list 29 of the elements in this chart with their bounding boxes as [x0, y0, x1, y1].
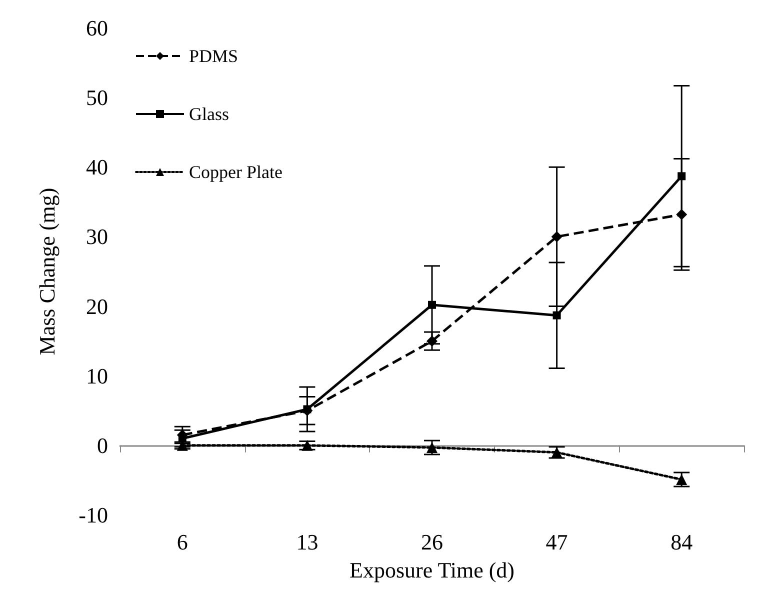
point [426, 442, 438, 454]
point [426, 336, 438, 347]
x-axis-title: Exposure Time (d) [350, 558, 514, 582]
y-tick-label: 20 [86, 294, 108, 319]
point [551, 231, 562, 242]
point [676, 208, 688, 220]
point [551, 446, 562, 458]
y-axis-title: Mass Change (mg) [34, 188, 60, 356]
y-tick-label: 40 [86, 154, 108, 180]
legend-label: Glass [189, 104, 229, 124]
x-tick-label: 6 [176, 530, 188, 554]
x-tick-label: 84 [670, 530, 693, 554]
point [302, 440, 313, 451]
y-tick-label: 50 [86, 85, 108, 110]
legend-label: Copper Plate [189, 162, 282, 182]
y-tick-label: 30 [86, 224, 108, 250]
x-tick-label: 13 [296, 530, 318, 554]
point [552, 311, 561, 320]
y-tick-label: 0 [97, 432, 108, 458]
y-tick-label: 10 [86, 363, 108, 388]
y-tick-label: 60 [86, 16, 108, 40]
point [678, 172, 686, 180]
point [303, 405, 312, 414]
x-tick-label: 26 [421, 530, 443, 554]
x-tick-label: 47 [546, 530, 568, 554]
legend-label: PDMS [189, 46, 238, 66]
y-tick-label: -10 [78, 502, 108, 528]
point [428, 300, 436, 309]
point [676, 474, 688, 486]
